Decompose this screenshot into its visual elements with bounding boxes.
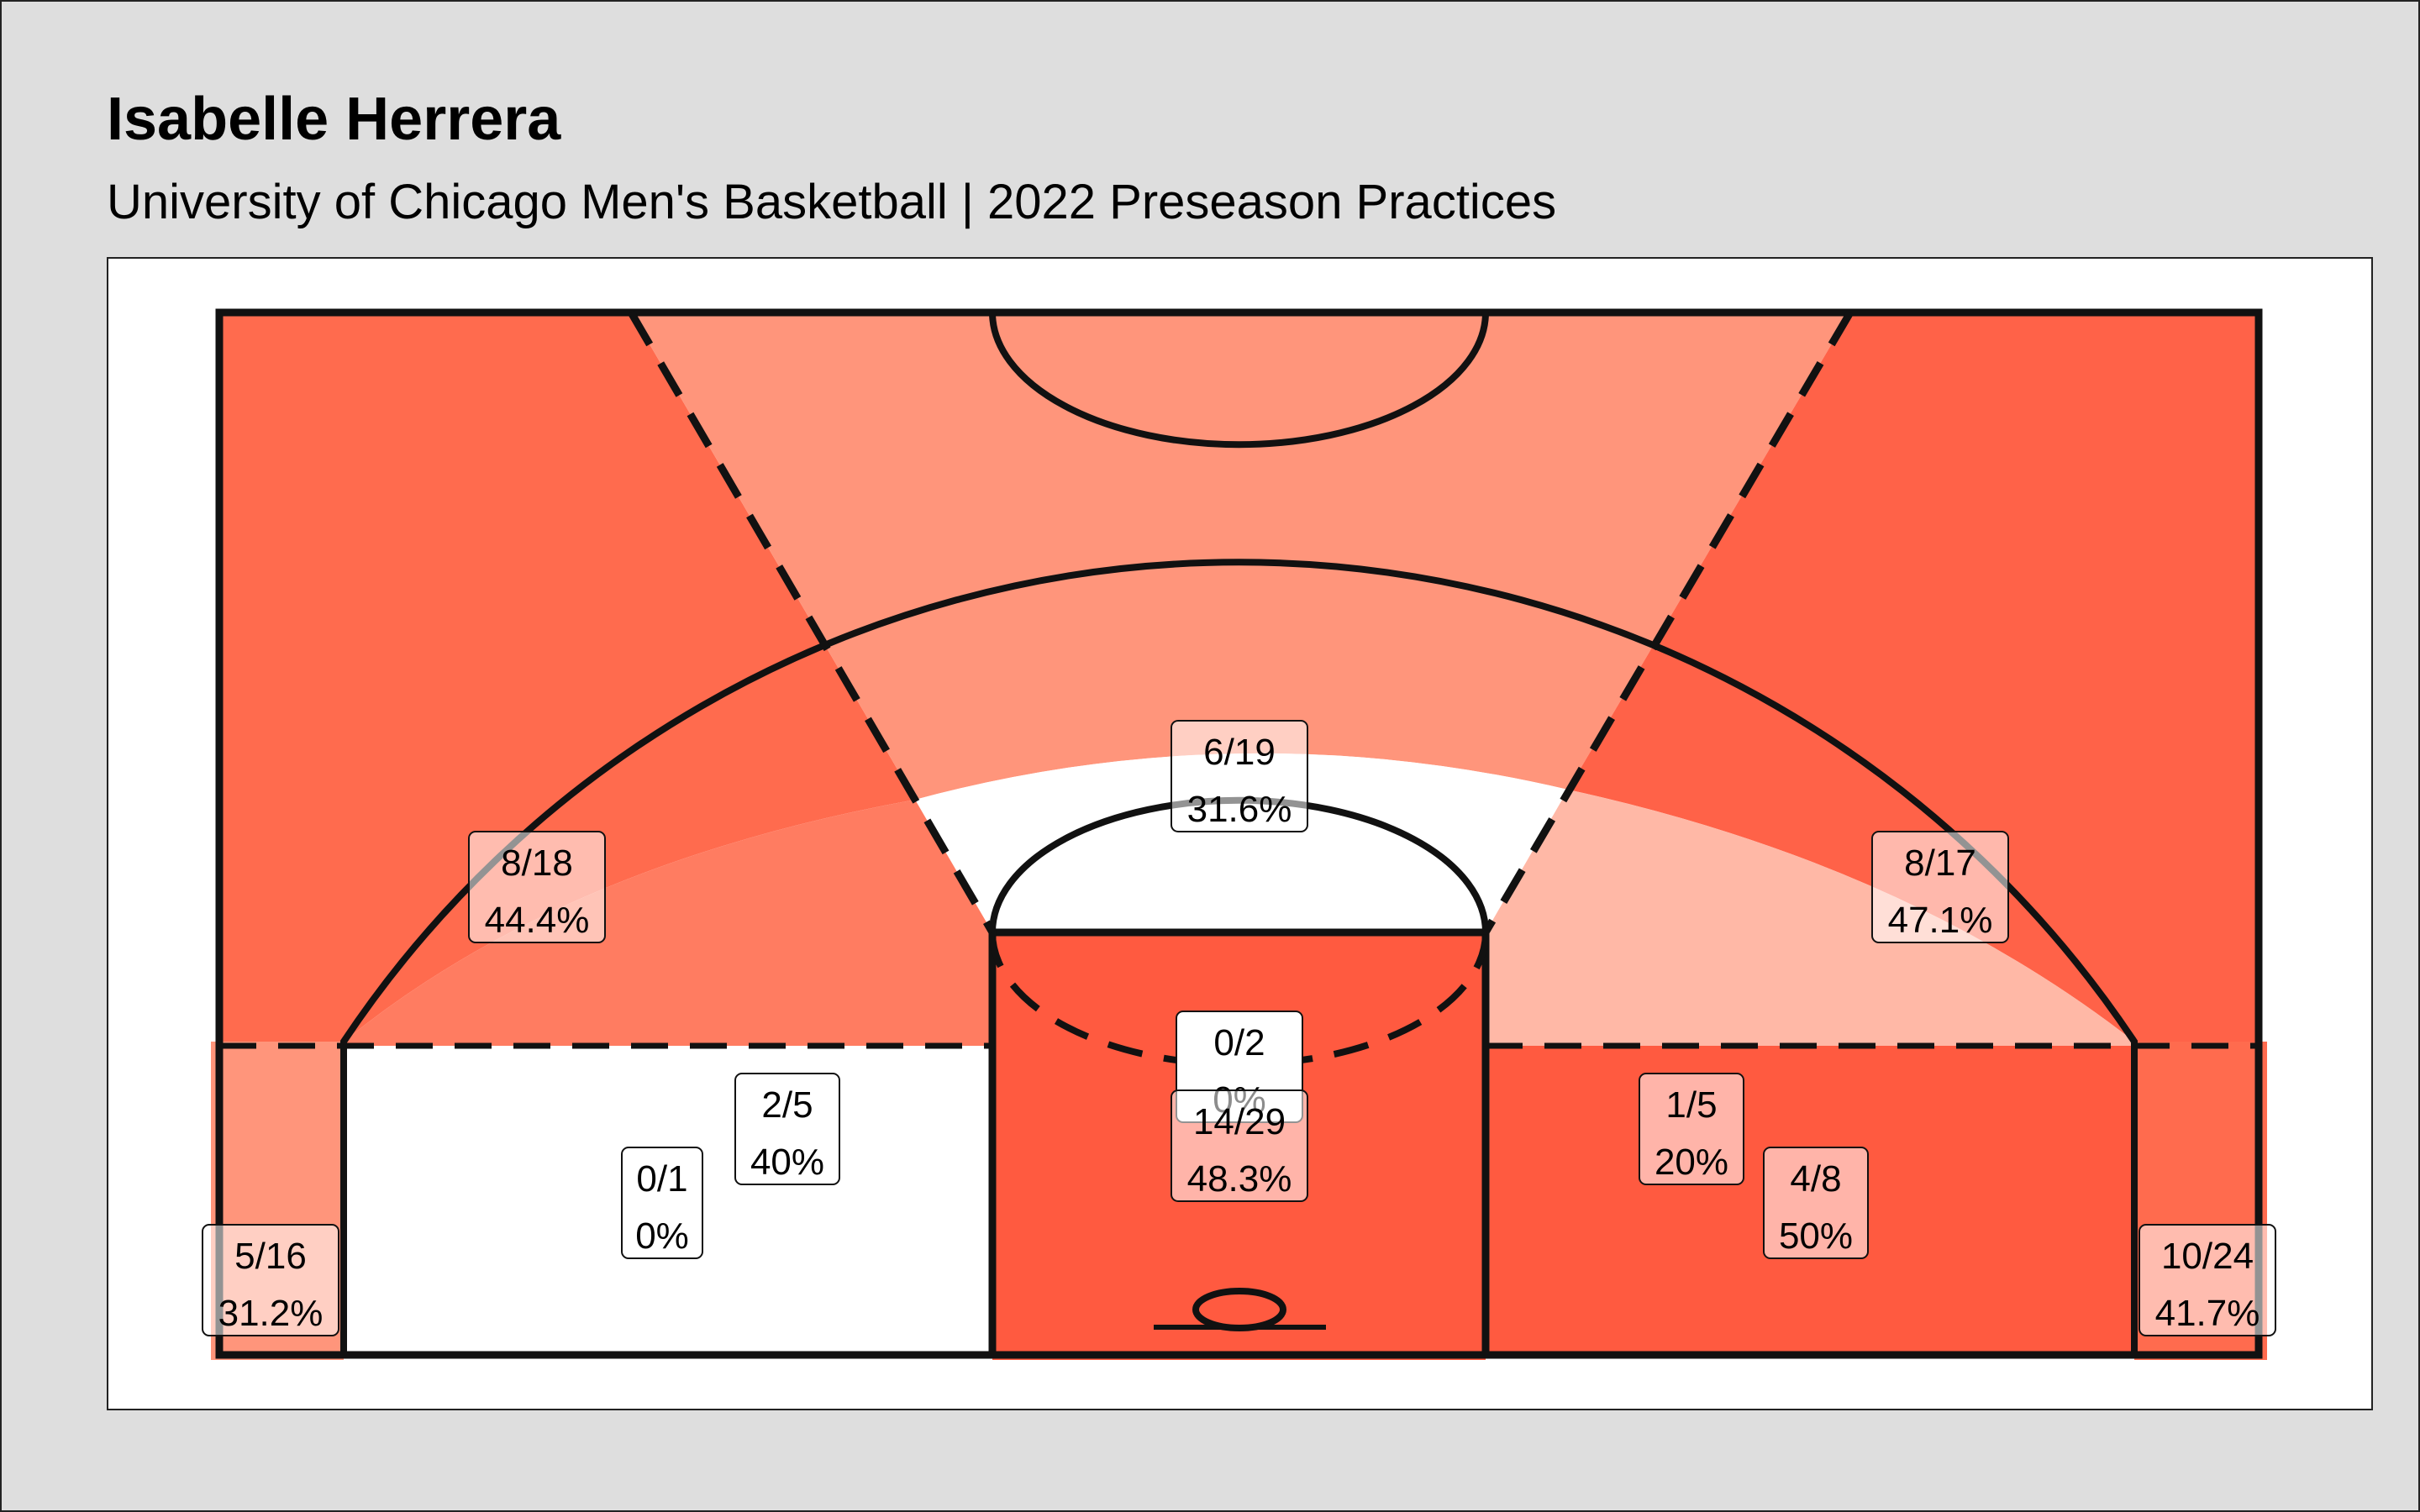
- half-court-shot-chart: 8/1844.4%6/1931.6%8/1747.1%0/20%2/540%1/…: [202, 308, 2276, 1360]
- hoop: [1192, 1288, 1286, 1331]
- zone-label-box: [202, 1224, 339, 1336]
- zone-label-box: [1171, 1089, 1308, 1202]
- zone-fraction-label: 6/19: [1203, 732, 1276, 773]
- plot-panel: 8/1844.4%6/1931.6%8/1747.1%0/20%2/540%1/…: [107, 257, 2373, 1410]
- zone-label-box: [1639, 1073, 1744, 1185]
- zone-top-key-midrange: [915, 753, 1568, 932]
- zone-label-right-corner-three: 10/24 41.7%: [2139, 1224, 2276, 1336]
- zone-label-left-baseline-midrange: 0/10%: [621, 1147, 703, 1259]
- zone-percent-label: 40%: [750, 1142, 824, 1183]
- chart-title: Isabelle Herrera: [107, 86, 561, 153]
- paint-lane: [988, 928, 1490, 1359]
- zone-label-right-above-break-three: 8/17 47.1%: [1871, 831, 2009, 943]
- zone-percent-label: 31.2%: [218, 1293, 324, 1334]
- zone-fraction-label: 4/8: [1790, 1158, 1841, 1200]
- zone-label-top-key-three: 6/19 31.6%: [1171, 720, 1308, 832]
- zone-fraction-label: 1/5: [1665, 1084, 1717, 1126]
- zone-left-wing-midrange: [344, 800, 992, 1046]
- zone-label-box: [1171, 720, 1308, 832]
- zone-label-left-wing-midrange: 2/540%: [734, 1073, 840, 1185]
- zone-label-left-corner-three: 5/16 31.2%: [202, 1224, 339, 1336]
- zone-fraction-label: 2/5: [761, 1084, 813, 1126]
- court-lines: [215, 308, 2263, 1359]
- zone-label-right-baseline-midrange: 4/850%: [1763, 1147, 1869, 1259]
- zone-label-box: [468, 831, 606, 943]
- zone-right-wing-midrange: [1486, 790, 2134, 1046]
- zone-fraction-label: 10/24: [2161, 1236, 2254, 1277]
- zone-fraction-label: 0/2: [1213, 1022, 1265, 1063]
- zone-label-right-wing-midrange: 1/520%: [1639, 1073, 1744, 1185]
- zone-percent-label: 48.3%: [1187, 1158, 1292, 1200]
- zone-percent-label: 41.7%: [2155, 1293, 2260, 1334]
- zone-label-box: [621, 1147, 703, 1259]
- zone-percent-label: 44.4%: [485, 900, 590, 941]
- zone-label-box: [734, 1073, 840, 1185]
- zone-fraction-label: 5/16: [234, 1236, 307, 1277]
- zone-label-box: [1871, 831, 2009, 943]
- zone-percent-label: 47.1%: [1888, 900, 1993, 941]
- zone-divider-right: [1482, 310, 1854, 935]
- zone-labels: 8/1844.4%6/1931.6%8/1747.1%0/20%2/540%1/…: [202, 720, 2276, 1336]
- zone-fraction-label: 14/29: [1193, 1101, 1286, 1142]
- zones-layer: [211, 312, 2267, 1360]
- zone-fraction-label: 0/1: [636, 1158, 687, 1200]
- zone-right-above-break-three: [1568, 312, 2259, 1042]
- zone-percent-label: 0%: [635, 1215, 689, 1257]
- zone-fraction-label: 8/18: [501, 843, 573, 884]
- zone-divider-left: [628, 310, 996, 935]
- zone-percent-label: 50%: [1779, 1215, 1853, 1257]
- zone-label-box: [2139, 1224, 2276, 1336]
- zone-fraction-label: 8/17: [1904, 843, 1976, 884]
- zone-label-left-above-break-three: 8/18 44.4%: [468, 831, 606, 943]
- zone-percent-label: 31.6%: [1187, 789, 1292, 830]
- chart-subtitle: University of Chicago Men's Basketball |…: [107, 175, 1557, 229]
- zone-label-box: [1763, 1147, 1869, 1259]
- zone-left-above-break-three: [219, 312, 915, 1042]
- three-point-line: [340, 559, 2138, 1355]
- zone-label-paint: 14/29 48.3%: [1171, 1089, 1308, 1202]
- zone-top-key-three: [631, 312, 1850, 800]
- center-circle: [989, 312, 1489, 449]
- zone-percent-label: 20%: [1655, 1142, 1728, 1183]
